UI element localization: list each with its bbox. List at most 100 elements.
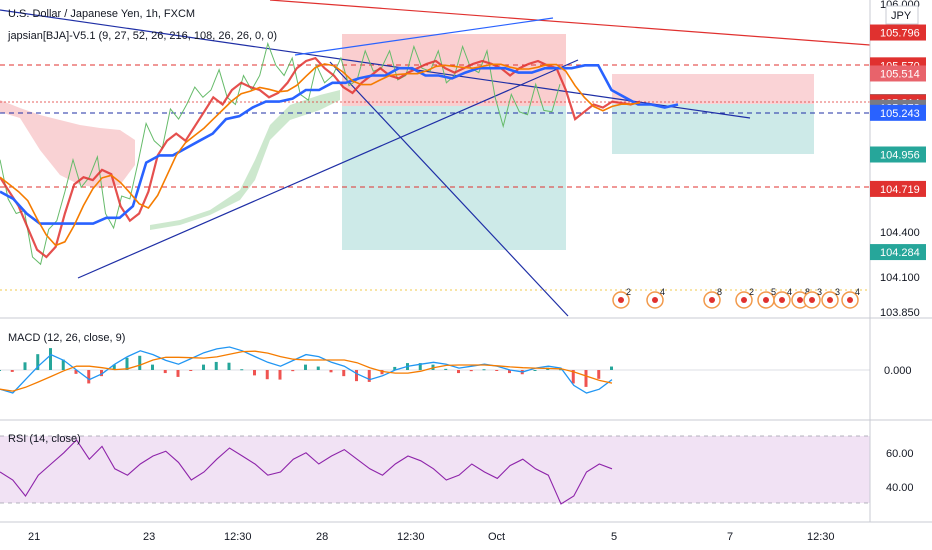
macd-hist-bar (189, 370, 193, 371)
macd-hist-bar (36, 354, 40, 370)
time-tick-23: 23 (143, 531, 155, 543)
price-tag-bg-6 (870, 104, 926, 121)
event-dot-icon (827, 297, 833, 303)
macd-hist-bar (112, 364, 116, 370)
event-dot-icon (797, 297, 803, 303)
trendline-blue-steep (329, 61, 569, 317)
rsi-line (0, 439, 613, 505)
rsi-tick-40: 40.00 (886, 482, 914, 494)
event-dot-icon (709, 297, 715, 303)
macd-zero-tick: 0.000 (884, 365, 912, 377)
macd-hist-bar (176, 370, 180, 377)
macd-hist-bar (329, 370, 333, 373)
macd-hist-bar (49, 348, 52, 370)
macd-hist-bar (163, 370, 167, 374)
trendline-blue-top (294, 17, 554, 56)
rsi-legend[interactable]: RSI (14, close) (8, 433, 81, 445)
price-tag-6: 105.243 (880, 108, 920, 120)
time-tick-21: 21 (28, 531, 40, 543)
macd-hist-bar (571, 370, 575, 384)
event-count: 8 (805, 287, 810, 297)
macd-hist-bar (151, 364, 154, 370)
price-tick-103850: 103.850 (880, 307, 920, 319)
price-tag-bg-2 (870, 65, 926, 82)
time-tick-1230c: 12:30 (807, 531, 835, 543)
macd-hist-bar (316, 366, 320, 370)
macd-hist-bar (533, 370, 537, 371)
chikou-green-line (0, 41, 561, 266)
macd-hist-bar (265, 370, 269, 380)
macd-hist-bar (597, 370, 601, 379)
event-dot-icon (763, 297, 769, 303)
macd-hist-bar (482, 369, 486, 371)
event-count: 8 (717, 287, 722, 297)
time-tick-28: 28 (316, 531, 328, 543)
price-tag-bg-7 (870, 146, 926, 163)
price-tag-8: 104.719 (880, 184, 920, 196)
macd-hist-bar (342, 370, 346, 377)
macd-hist-bar (469, 370, 473, 372)
price-tag-7: 104.956 (880, 149, 920, 161)
price-tag-bg-0 (870, 24, 926, 41)
chart-title[interactable]: U.S. Dollar / Japanese Yen, 1h, FXCM (8, 8, 195, 20)
macd-legend[interactable]: MACD (12, 26, close, 9) (8, 332, 125, 344)
short-position-profit-zone (342, 106, 566, 250)
price-close-line (0, 56, 641, 259)
macd-hist-bar (559, 369, 562, 371)
time-tick-7: 7 (727, 531, 733, 543)
macd-hist-bar (418, 363, 422, 370)
macd-hist-bar (610, 366, 613, 370)
macd-hist-bar (380, 370, 384, 375)
macd-hist-bar (278, 370, 282, 380)
price-axis[interactable]: 106.000 104.400 104.100 103.850 JPY 105.… (869, 0, 926, 522)
price-tag-0: 105.796 (880, 28, 920, 40)
short-position2-loss-zone (612, 74, 814, 104)
macd-hist-bar (393, 366, 397, 370)
macd-hist-bar (240, 369, 244, 371)
event-count: 4 (660, 287, 665, 297)
macd-hist-bar (214, 361, 218, 370)
macd-hist-bar (457, 370, 460, 374)
rsi-tick-60: 60.00 (886, 448, 914, 460)
indicator-legend[interactable]: japsian[BJA]-V5.1 (9, 27, 52, 26, 216, 1… (7, 30, 277, 42)
price-tag-2: 105.514 (880, 68, 920, 80)
currency-box[interactable] (885, 5, 919, 25)
time-tick-1230a: 12:30 (224, 531, 252, 543)
event-count: 3 (817, 287, 822, 297)
event-count: 5 (771, 287, 776, 297)
event-dot-icon (741, 297, 747, 303)
macd-line (0, 346, 613, 394)
macd-hist-bar (367, 370, 371, 382)
macd-hist-bar (444, 368, 448, 370)
event-count: 4 (787, 287, 792, 297)
macd-hist-bar (291, 370, 295, 372)
macd-hist-bar (10, 370, 14, 372)
macd-hist-bar (0, 370, 1, 371)
macd-hist-bar (138, 355, 142, 370)
macd-hist-bar (508, 370, 511, 374)
currency-label: JPY (891, 10, 912, 22)
event-dot-icon (618, 297, 624, 303)
kijun-blue-line (0, 64, 679, 225)
macd-hist-bar (125, 357, 129, 370)
rsi-pane[interactable] (0, 435, 870, 505)
price-tags: 105.796105.570105.514105.317105.314105.2… (870, 24, 926, 261)
price-tick-104400: 104.400 (880, 227, 920, 239)
macd-signal-line (0, 350, 613, 392)
event-dot-icon (809, 297, 815, 303)
ichimoku-cloud-green (150, 90, 340, 230)
macd-hist-bar (100, 370, 103, 377)
macd-hist-bar (584, 370, 588, 387)
macd-hist-bar (87, 370, 91, 384)
time-axis[interactable]: 21 23 12:30 28 12:30 Oct 5 7 12:30 (28, 531, 835, 543)
event-dot-icon (779, 297, 785, 303)
macd-hist-bar (227, 362, 231, 370)
time-tick-oct: Oct (488, 531, 505, 543)
price-tick-104100: 104.100 (880, 272, 920, 284)
macd-pane[interactable] (0, 346, 870, 394)
short-position2-profit-zone (612, 104, 814, 154)
macd-hist-bar (355, 370, 358, 382)
